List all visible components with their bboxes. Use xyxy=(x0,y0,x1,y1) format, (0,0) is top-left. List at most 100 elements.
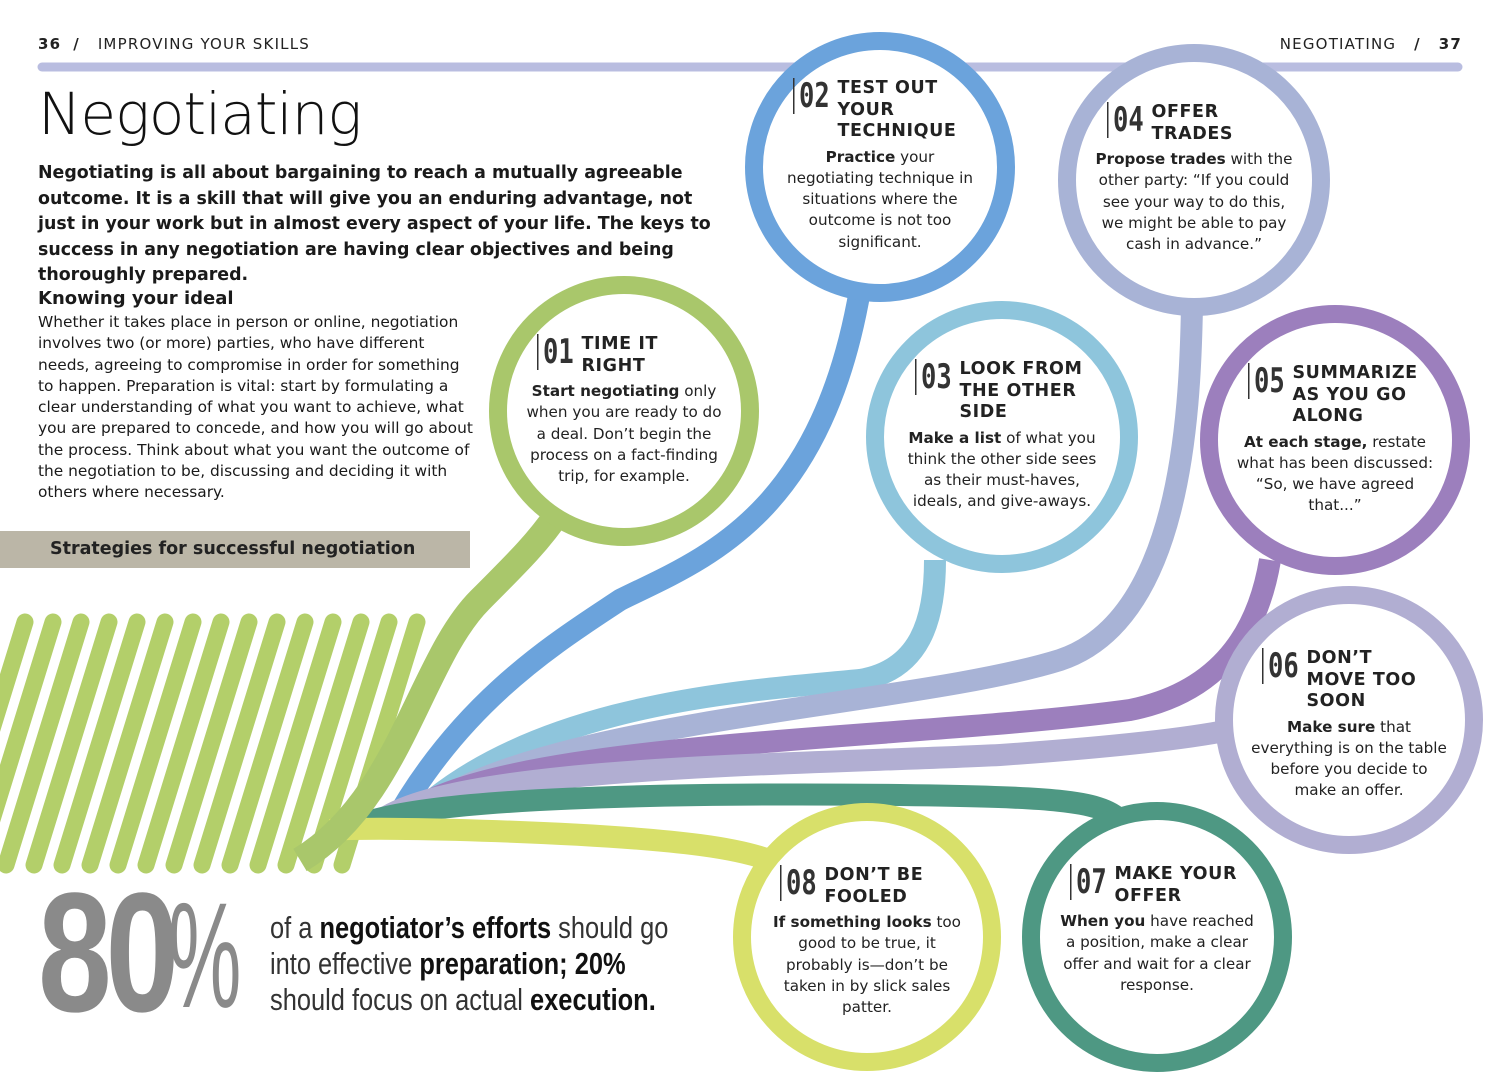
header-left: 36 / IMPROVING YOUR SKILLS xyxy=(38,35,311,53)
strategy-circle: 02 TEST OUT YOUR TECHNIQUE Practice your n… xyxy=(745,32,1015,302)
stat-emphasis: execution. xyxy=(530,982,656,1017)
strategy-lead: Make a list xyxy=(908,428,1002,447)
page-number: 36 xyxy=(38,35,62,53)
strategy-circle: 07 MAKE YOUR OFFER When you have reached a… xyxy=(1022,802,1292,1072)
strategy-lead: Make sure xyxy=(1287,717,1376,736)
stripe xyxy=(25,613,118,874)
stripe xyxy=(53,613,146,874)
intro: Negotiating is all about bargaining to r… xyxy=(38,163,711,285)
strategy-content: 08 DON’T BE FOOLED If something looks too … xyxy=(767,865,967,1018)
strategy-head: 05 SUMMARIZE AS YOU GO ALONG xyxy=(1235,363,1435,428)
strategy-lead: If something looks xyxy=(773,913,932,931)
strategy-lead: Propose trades xyxy=(1095,150,1226,168)
strategy-circle: 03 LOOK FROM THE OTHER SIDE Make a list of… xyxy=(866,301,1138,573)
strategy-content: 03 LOOK FROM THE OTHER SIDE Make a list of… xyxy=(902,359,1102,513)
stat-phrase: should go into effective xyxy=(270,910,676,981)
strategy-text: Make sure that everything is on the tabl… xyxy=(1249,717,1449,802)
strategy-head: 01 TIME IT RIGHT xyxy=(524,334,724,377)
section-name: NEGOTIATING xyxy=(1279,35,1397,53)
strategy-content: 02 TEST OUT YOUR TECHNIQUE Practice your n… xyxy=(780,78,980,253)
strategy-body: of what you think the other side sees as… xyxy=(907,428,1097,511)
page-number: 37 xyxy=(1438,35,1462,53)
strategy-circle: 06 DON’T MOVE TOO SOON Make sure that ever… xyxy=(1215,586,1483,854)
strategy-content: 07 MAKE YOUR OFFER When you have reached a… xyxy=(1057,864,1257,996)
ribbon xyxy=(361,719,1233,838)
ribbon xyxy=(343,783,1128,840)
strategies-banner: Strategies for successful negotiation xyxy=(0,531,470,568)
strategy-head: 06 DON’T MOVE TOO SOON xyxy=(1249,648,1449,713)
ribbon xyxy=(380,288,871,836)
stripe xyxy=(0,613,90,874)
ribbon xyxy=(293,502,571,872)
strategy-content: 06 DON’T MOVE TOO SOON Make sure that ever… xyxy=(1249,648,1449,802)
ribbon xyxy=(391,304,1203,838)
stat-figure: 80 xyxy=(38,858,179,1048)
strategies-label: Strategies for successful negotiation xyxy=(50,539,416,559)
strategy-circle: 04 OFFER TRADES Propose trades with the ot… xyxy=(1058,44,1330,316)
strategy-number: 06 xyxy=(1261,648,1298,684)
strategy-number: 07 xyxy=(1069,864,1106,900)
strategy-head: 04 OFFER TRADES xyxy=(1094,102,1294,145)
strategy-body: have reached a position, make a clear of… xyxy=(1063,912,1254,994)
strategy-text: If something looks too good to be true, … xyxy=(767,912,967,1018)
stripe xyxy=(221,613,314,874)
strategy-head: 08 DON’T BE FOOLED xyxy=(767,865,967,908)
stat-phrase: of a xyxy=(270,910,320,945)
stat-unit: % xyxy=(168,871,242,1039)
strategy-title: MAKE YOUR OFFER xyxy=(1114,864,1238,906)
strategy-content: 04 OFFER TRADES Propose trades with the ot… xyxy=(1094,102,1294,255)
stat-emphasis: preparation; 20% xyxy=(419,946,626,981)
strategy-lead: Start negotiating xyxy=(531,382,680,400)
strategy-title: DON’T BE FOOLED xyxy=(824,865,924,907)
strategy-body: only when you are ready to do a deal. Do… xyxy=(526,382,722,486)
strategy-number: 03 xyxy=(914,359,951,395)
stat-phrase: should focus on actual xyxy=(270,946,633,1017)
subsection-heading: Knowing your ideal xyxy=(38,288,234,309)
section-name: IMPROVING YOUR SKILLS xyxy=(97,35,311,53)
stripe xyxy=(249,613,342,874)
strategy-head: 03 LOOK FROM THE OTHER SIDE xyxy=(902,359,1102,424)
stripe xyxy=(193,613,286,874)
strategy-text: At each stage, restate what has been dis… xyxy=(1235,432,1435,517)
strategy-circle: 01 TIME IT RIGHT Start negotiating only wh… xyxy=(489,276,759,546)
stat-text: of a negotiator’s efforts should go into… xyxy=(270,910,696,1018)
strategy-number: 04 xyxy=(1106,102,1143,138)
strategy-number: 05 xyxy=(1247,363,1284,399)
strategy-body: too good to be true, it probably is—don’… xyxy=(783,913,961,1017)
strategy-title: DON’T MOVE TOO SOON xyxy=(1306,648,1417,711)
strategy-title: OFFER TRADES xyxy=(1151,102,1234,144)
strategy-title: TEST OUT YOUR TECHNIQUE xyxy=(837,78,957,141)
stripe xyxy=(0,613,34,732)
strategy-title: LOOK FROM THE OTHER SIDE xyxy=(959,359,1083,422)
page-title: Negotiating xyxy=(38,80,362,148)
strategy-body: restate what has been discussed: “So, we… xyxy=(1236,432,1434,515)
stripe xyxy=(165,613,258,874)
strategy-content: 05 SUMMARIZE AS YOU GO ALONG At each stage… xyxy=(1235,363,1435,517)
stripe xyxy=(0,613,62,823)
strategy-title: SUMMARIZE AS YOU GO ALONG xyxy=(1292,363,1418,426)
stripe xyxy=(81,613,174,874)
header-right: NEGOTIATING / 37 xyxy=(1279,35,1462,53)
stripes xyxy=(0,613,426,874)
strategy-number: 08 xyxy=(779,865,816,901)
strategy-text: When you have reached a position, make a… xyxy=(1057,911,1257,996)
strategy-text: Propose trades with the other party: “If… xyxy=(1094,149,1294,255)
strategy-title: TIME IT RIGHT xyxy=(581,334,659,376)
strategy-number: 02 xyxy=(792,78,829,114)
strategy-number: 01 xyxy=(536,334,573,370)
strategy-head: 02 TEST OUT YOUR TECHNIQUE xyxy=(780,78,980,143)
strategy-circle: 08 DON’T BE FOOLED If something looks too … xyxy=(733,803,1001,1071)
strategy-body: that everything is on the table before y… xyxy=(1251,717,1447,800)
strategy-text: Make a list of what you think the other … xyxy=(902,428,1102,513)
ribbon xyxy=(391,559,946,838)
strategy-text: Practice your negotiating technique in s… xyxy=(780,147,980,253)
strategy-circle: 05 SUMMARIZE AS YOU GO ALONG At each stage… xyxy=(1200,305,1470,575)
strategy-body: with the other party: “If you could see … xyxy=(1098,150,1293,254)
strategy-lead: Practice xyxy=(825,147,896,166)
strategy-lead: At each stage, xyxy=(1243,432,1368,451)
stripe xyxy=(277,613,370,874)
stripe xyxy=(137,613,230,874)
strategy-text: Start negotiating only when you are read… xyxy=(524,381,724,487)
stripe xyxy=(109,613,202,874)
